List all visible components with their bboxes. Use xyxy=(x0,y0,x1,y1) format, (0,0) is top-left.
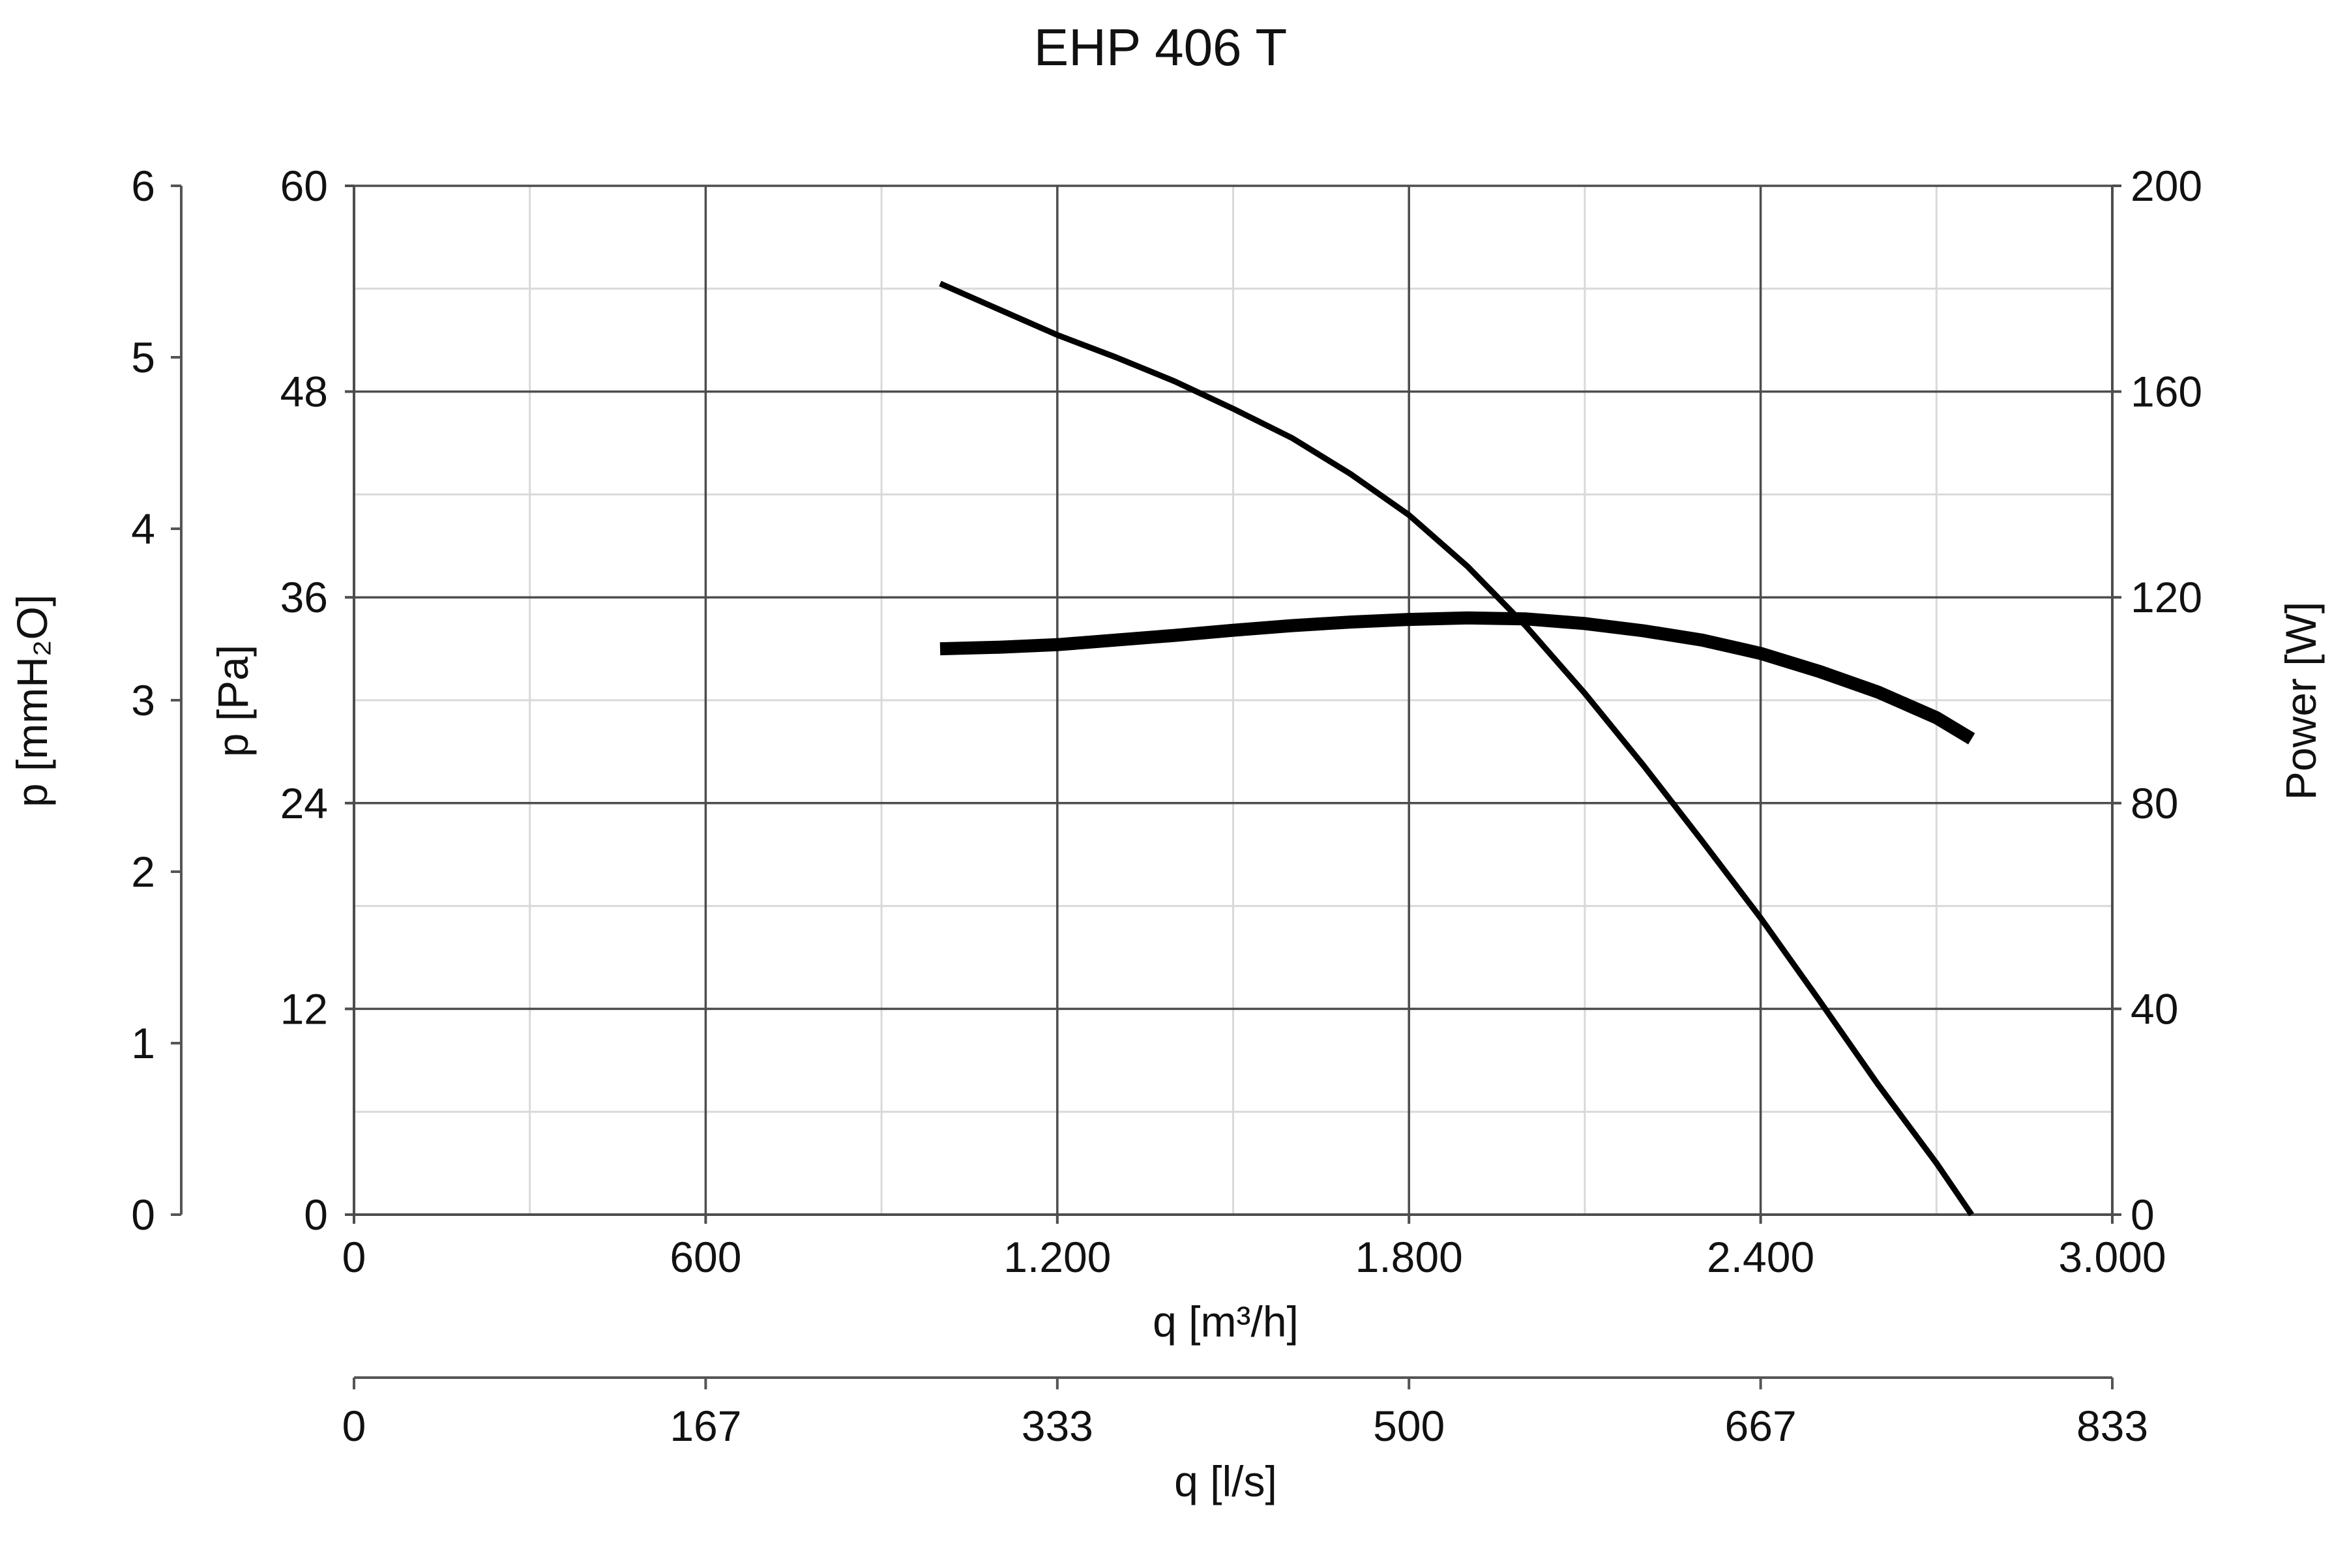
y-outer-tick-label: 1 xyxy=(131,1019,155,1067)
y2-tick-label: 200 xyxy=(2131,162,2202,210)
y-outer-tick-label: 3 xyxy=(131,676,155,724)
grid-layer xyxy=(353,185,2114,1216)
y2-tick-label: 160 xyxy=(2131,368,2202,416)
axes-layer xyxy=(171,185,2121,1389)
y2-tick-label: 0 xyxy=(2131,1191,2155,1239)
x2-axis-label: q [l/s] xyxy=(1174,1457,1277,1505)
x2-tick-label: 333 xyxy=(1022,1402,1093,1450)
y-tick-label: 36 xyxy=(280,573,328,621)
y-outer-tick-label: 0 xyxy=(131,1191,155,1239)
x-tick-label: 3.000 xyxy=(2058,1233,2166,1281)
x2-tick-label: 833 xyxy=(2076,1402,2148,1450)
pressure-curve-line xyxy=(939,280,1974,1217)
y-outer-axis-label: p [mmH₂O] xyxy=(8,595,56,807)
x2-tick-label: 500 xyxy=(1373,1402,1445,1450)
y-outer-tick-label: 6 xyxy=(131,162,155,210)
y2-tick-label: 40 xyxy=(2131,984,2178,1033)
power-curve-line xyxy=(939,611,1975,745)
y-tick-label: 12 xyxy=(280,984,328,1033)
x-tick-label: 1.800 xyxy=(1355,1233,1463,1281)
x-tick-label: 1.200 xyxy=(1003,1233,1111,1281)
x2-tick-label: 167 xyxy=(670,1402,741,1450)
x-tick-label: 600 xyxy=(670,1233,741,1281)
y-tick-label: 48 xyxy=(280,368,328,416)
y2-tick-label: 80 xyxy=(2131,779,2178,827)
series-layer xyxy=(939,280,1975,1217)
y2-axis-label: Power [W] xyxy=(2277,602,2325,800)
x2-tick-label: 0 xyxy=(342,1402,366,1450)
y-outer-tick-label: 2 xyxy=(131,848,155,896)
x2-tick-label: 667 xyxy=(1725,1402,1797,1450)
x-tick-label: 0 xyxy=(342,1233,366,1281)
y-tick-label: 24 xyxy=(280,779,328,827)
y-outer-tick-label: 4 xyxy=(131,505,155,553)
x-tick-label: 2.400 xyxy=(1707,1233,1814,1281)
y-tick-label: 60 xyxy=(280,162,328,210)
x-axis-label: q [m³/h] xyxy=(1153,1297,1299,1346)
chart-title: EHP 406 T xyxy=(1034,18,1287,76)
y2-tick-label: 120 xyxy=(2131,573,2202,621)
y-tick-label: 0 xyxy=(304,1191,328,1239)
y-axis-label: p [Pa] xyxy=(209,645,257,757)
y-outer-tick-label: 5 xyxy=(131,333,155,381)
